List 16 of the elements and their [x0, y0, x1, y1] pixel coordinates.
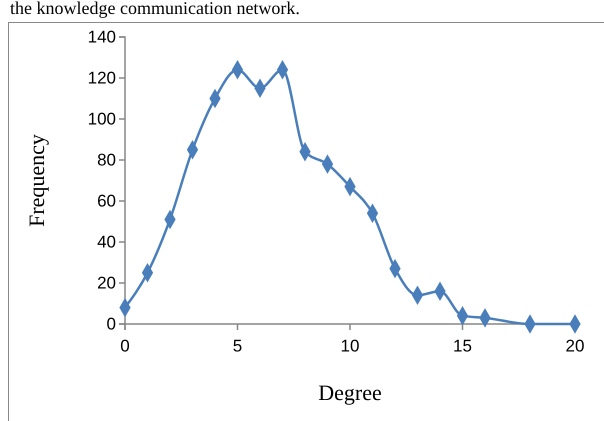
x-tick-label: 15	[453, 336, 472, 356]
x-axis-title: Degree	[318, 380, 382, 405]
y-tick-label: 60	[97, 191, 116, 210]
x-tick-label: 10	[340, 336, 360, 356]
y-tick-label: 120	[88, 68, 116, 88]
x-tick-label: 5	[232, 336, 242, 356]
x-tick-label: 0	[120, 336, 130, 356]
y-axis-title: Frequency	[24, 134, 49, 227]
y-tick-label: 20	[97, 273, 116, 292]
text: the knowledge communication network.	[10, 0, 300, 18]
y-tick-label: 100	[88, 109, 116, 128]
y-tick-label: 80	[97, 150, 116, 170]
x-tick-label: 20	[566, 336, 584, 356]
y-tick-label: 40	[97, 232, 116, 252]
y-tick-label: 0	[106, 314, 116, 334]
y-tick-label: 140	[88, 27, 116, 46]
